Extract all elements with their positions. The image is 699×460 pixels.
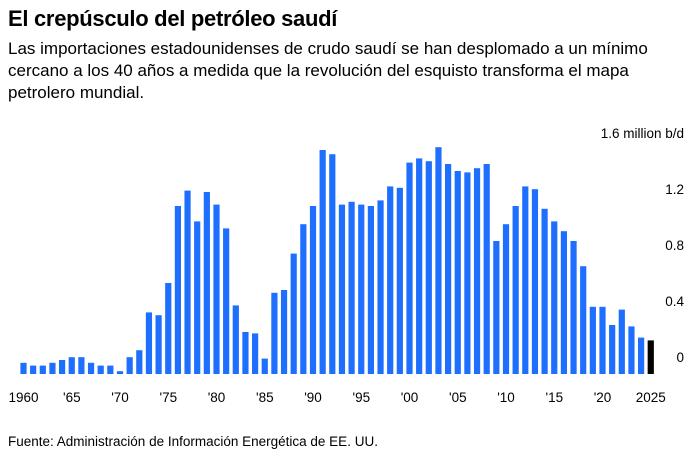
bar-1976: [174, 206, 181, 374]
bar-2017: [570, 241, 577, 374]
x-tick-label: '15: [546, 390, 564, 405]
bar-1993: [338, 204, 346, 374]
bar-1961: [30, 365, 37, 374]
bar-1960: [20, 362, 27, 374]
bar-1970: [116, 371, 124, 374]
bar-1962: [39, 365, 46, 374]
bar-2023: [628, 326, 635, 374]
bar-2010: [502, 224, 510, 374]
bar-1975: [165, 283, 172, 374]
bar-1984: [252, 333, 259, 374]
bar-1991: [319, 150, 326, 374]
bar-2016: [560, 231, 567, 374]
bar-2011: [512, 206, 519, 374]
y-tick-label: 0.4: [665, 294, 684, 309]
bar-1969: [107, 365, 114, 374]
x-axis: 1960 '65 '70 '75 '80 '85 '90 '95 '00 '05 '10 '15 '20…: [8, 390, 665, 405]
x-tick-label: '00: [401, 390, 419, 405]
bar-1972: [136, 350, 143, 374]
bar-1992: [329, 154, 336, 374]
bar-2021: [609, 325, 616, 374]
bar-1977: [184, 190, 191, 374]
x-tick-label: '95: [353, 390, 371, 405]
bar-2019: [589, 306, 596, 374]
bar-1983: [242, 332, 249, 374]
bar-1990: [309, 206, 317, 374]
x-tick-label: '90: [304, 390, 322, 405]
bar-1979: [203, 192, 210, 374]
chart-subtitle: Las importaciones estadounidenses de cru…: [8, 39, 648, 102]
bar-2001: [416, 158, 423, 374]
bars-group: [20, 147, 654, 374]
bar-2024: [638, 337, 645, 374]
x-tick-label: 2025: [636, 390, 666, 405]
bar-1967: [87, 362, 95, 374]
bar-2012: [522, 186, 529, 374]
bar-1995: [358, 204, 365, 374]
bar-1994: [348, 201, 355, 374]
bar-2022: [618, 309, 625, 374]
y-tick-label: 0: [676, 350, 684, 365]
bar-2018: [580, 266, 587, 374]
y-tick-label: 0.8: [665, 238, 684, 253]
bar-2007: [473, 168, 481, 374]
y-tick-label: 1.6 million b/d: [601, 126, 684, 141]
bar-1981: [223, 228, 230, 374]
bar-2014: [541, 208, 548, 374]
bar-1987: [280, 290, 288, 374]
bar-1988: [290, 253, 297, 374]
bar-1982: [232, 305, 239, 374]
bar-2008: [483, 164, 490, 374]
bar-1986: [271, 292, 278, 374]
bar-2005: [454, 171, 461, 374]
bar-2015: [551, 221, 558, 374]
bar-1963: [49, 362, 56, 374]
bar-2004: [445, 164, 452, 374]
bar-2003: [435, 147, 442, 374]
bar-2000: [406, 162, 413, 374]
y-tick-label: 1.2: [665, 182, 684, 197]
bar-2020: [599, 306, 606, 374]
bar-1978: [194, 221, 201, 374]
x-tick-label: '80: [208, 390, 226, 405]
source-note: Fuente: Administración de Información En…: [8, 434, 378, 449]
bar-2009: [493, 241, 500, 374]
bar-1997: [377, 200, 384, 374]
bar-2025: [647, 340, 654, 374]
bar-1999: [396, 187, 403, 374]
x-tick-label: '65: [63, 390, 81, 405]
bar-1989: [300, 224, 307, 374]
bar-1998: [387, 186, 394, 374]
x-tick-label: '85: [256, 390, 274, 405]
bar-1968: [97, 365, 104, 374]
bar-1966: [78, 357, 85, 374]
x-tick-label: '20: [594, 390, 612, 405]
bar-chart: 0 0.4 0.8 1.2 1.6 million b/d 1960 '65 '70 '75 '…: [8, 126, 685, 405]
bar-1965: [68, 357, 75, 374]
bar-1980: [213, 204, 220, 374]
bar-1985: [261, 358, 268, 374]
bar-1971: [126, 357, 133, 374]
bar-1996: [367, 206, 374, 374]
x-tick-label: '10: [497, 390, 515, 405]
bar-1974: [155, 315, 162, 374]
bar-2013: [531, 189, 539, 374]
chart-title: El crepúsculo del petróleo saudí: [8, 6, 338, 31]
x-tick-label: '75: [160, 390, 178, 405]
x-tick-label: '05: [449, 390, 467, 405]
x-tick-label: '70: [111, 390, 129, 405]
bar-1964: [59, 360, 66, 374]
bar-2006: [464, 172, 471, 374]
x-tick-label: 1960: [8, 390, 38, 405]
bar-2002: [425, 161, 432, 374]
y-axis: 0 0.4 0.8 1.2 1.6 million b/d: [601, 126, 685, 365]
bar-1973: [145, 312, 153, 374]
